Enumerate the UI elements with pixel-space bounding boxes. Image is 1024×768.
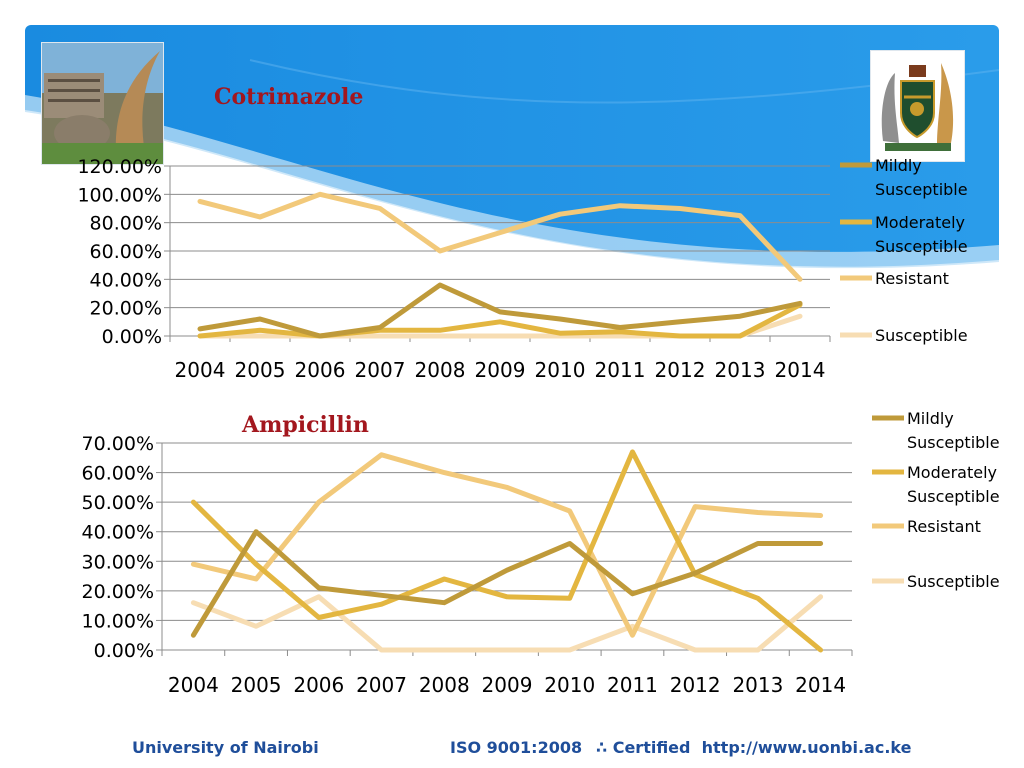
light-wave [25,95,999,269]
legend-label: Susceptible [875,237,968,256]
x-tick-label: 2009 [482,673,533,697]
series-line-susceptible [190,594,824,653]
y-tick-label: 50.00% [82,492,154,514]
footer-certified: ∴ Certified http://www.uonbi.ac.ke [596,738,911,757]
x-tick-label: 2004 [175,358,226,382]
legend-label: Susceptible [907,487,1000,506]
university-crest [870,50,965,162]
x-tick-label: 2013 [715,358,766,382]
x-tick-label: 2011 [607,673,658,697]
legend-label: Mildly [907,409,954,428]
x-tick-label: 2014 [795,673,846,697]
x-tick-label: 2008 [415,358,466,382]
series-line-moderately-susceptible [190,449,824,653]
y-tick-label: 120.00% [77,156,162,178]
x-tick-label: 2006 [295,358,346,382]
white-wave [25,110,999,725]
x-tick-label: 2007 [356,673,407,697]
y-tick-label: 60.00% [82,463,154,485]
x-tick-label: 2013 [732,673,783,697]
legend-label: Susceptible [875,326,968,345]
x-tick-label: 2010 [544,673,595,697]
legend-label: Moderately [907,463,997,482]
series-line-resistant [190,452,824,638]
y-tick-label: 70.00% [82,433,154,455]
series-line-mildly-susceptible [190,529,824,638]
y-tick-label: 30.00% [82,551,154,573]
x-tick-label: 2009 [475,358,526,382]
x-tick-label: 2012 [655,358,706,382]
legend-label: Susceptible [907,572,1000,591]
x-tick-label: 2008 [419,673,470,697]
y-tick-label: 20.00% [90,298,162,320]
footer-iso: ISO 9001:2008 [450,738,583,757]
chart-title-ampicillin: Ampicillin [242,412,369,438]
campus-photo [41,42,164,165]
y-tick-label: 10.00% [82,610,154,632]
series-line-moderately-susceptible [197,302,803,339]
chart-title-cotrimazole: Cotrimazole [214,84,364,110]
series-line-resistant [197,191,803,282]
legend-label: Resistant [875,269,949,288]
footer-certified-text: ∴ Certified [596,738,691,757]
legend-label: Moderately [875,213,965,232]
x-tick-label: 2010 [535,358,586,382]
x-tick-label: 2005 [231,673,282,697]
y-tick-label: 100.00% [77,184,162,206]
footer-url-link[interactable]: http://www.uonbi.ac.ke [701,738,912,757]
y-tick-label: 20.00% [82,581,154,603]
y-tick-label: 0.00% [102,326,162,348]
legend-label: Susceptible [907,433,1000,452]
y-tick-label: 40.00% [82,522,154,544]
x-tick-label: 2004 [168,673,219,697]
x-tick-label: 2012 [670,673,721,697]
y-tick-label: 0.00% [94,640,154,662]
y-tick-label: 40.00% [90,269,162,291]
legend-label: Susceptible [875,180,968,199]
footer-university: University of Nairobi [132,738,319,757]
x-tick-label: 2011 [595,358,646,382]
x-tick-label: 2007 [355,358,406,382]
x-tick-label: 2014 [775,358,826,382]
series-line-mildly-susceptible [197,282,803,339]
y-tick-label: 60.00% [90,241,162,263]
legend-label: Resistant [907,517,981,536]
x-tick-label: 2005 [235,358,286,382]
x-tick-label: 2006 [293,673,344,697]
y-tick-label: 80.00% [90,213,162,235]
legend-label: Mildly [875,156,922,175]
